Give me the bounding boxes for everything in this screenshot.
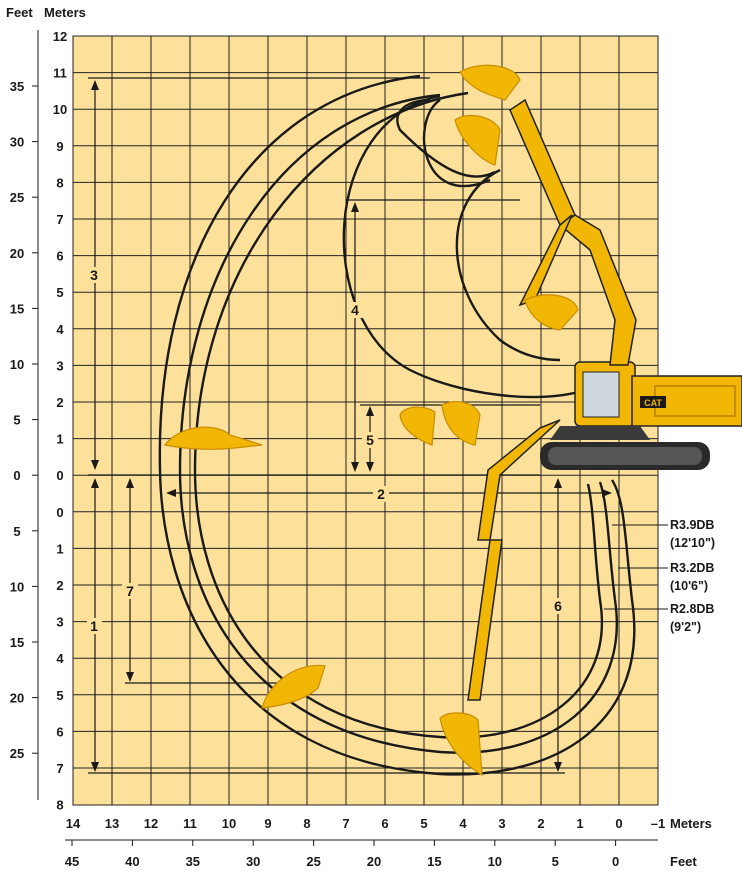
bottom-axis-meters-tick-label: 4	[459, 816, 467, 831]
left-axis-feet-tick-label: 5	[13, 524, 20, 539]
bottom-axis-meters-tick-label: 10	[222, 816, 236, 831]
excavator-boom-icon	[467, 98, 637, 701]
callout-1: 1	[90, 618, 98, 634]
bottom-meters-unit: Meters	[670, 816, 712, 831]
bottom-axis-meters-tick-label: 5	[420, 816, 427, 831]
boom-label-r39db: R3.9DB	[670, 518, 714, 532]
callout-5: 5	[366, 432, 374, 448]
boom-length-r39db: (12'10")	[670, 536, 715, 550]
bottom-feet-unit: Feet	[670, 854, 697, 869]
bottom-axis-feet-tick-label: 40	[125, 854, 139, 869]
left-axis-feet-tick-label: 20	[10, 246, 24, 261]
left-axis-feet-tick-label: 30	[10, 135, 24, 150]
bottom-axis-meters-tick-label: 8	[303, 816, 310, 831]
left-axis-meters-tick-label: 1	[56, 432, 63, 447]
left-axis-meters-tick-label: 0	[56, 505, 63, 520]
dump-height-curve	[342, 94, 586, 399]
boom-label-r32db: R3.2DB	[670, 561, 714, 575]
cat-logo-icon	[640, 396, 666, 408]
left-axis-meters-tick-label: 1	[56, 541, 63, 556]
bottom-axis-feet-tick-label: 5	[552, 854, 559, 869]
callout-6: 6	[554, 598, 562, 614]
left-axis-meters-tick-label: 3	[56, 615, 63, 630]
left-axis-meters-tick-label: 6	[56, 249, 63, 264]
callout-3: 3	[90, 267, 98, 283]
bottom-axis-meters-tick-label: 12	[144, 816, 158, 831]
bottom-axis-feet-tick-label: 0	[612, 854, 619, 869]
left-axis-feet-tick-label: 25	[10, 190, 24, 205]
callout-2: 2	[377, 486, 385, 502]
left-axis-meters-tick-label: 3	[56, 358, 63, 373]
bottom-axis-feet-tick-label: 15	[427, 854, 441, 869]
left-axis-meters-tick-label: 8	[56, 175, 63, 190]
boom-length-r32db: (10'6")	[670, 579, 708, 593]
bottom-axis-meters-tick-label: 1	[576, 816, 583, 831]
bottom-axis-feet-tick-label: 20	[367, 854, 381, 869]
bottom-axis-feet-tick-label: 35	[186, 854, 200, 869]
boom-length-r28db: (9'2")	[670, 620, 701, 634]
dimension-arrowheads	[91, 80, 612, 772]
left-axis-feet-tick-label: 15	[10, 301, 24, 316]
left-axis-meters-tick-label: 10	[53, 102, 67, 117]
left-axis-meters-tick-label: 7	[56, 212, 63, 227]
left-axis-meters-tick-label: 8	[56, 798, 63, 813]
left-axis-meters-tick-label: 11	[53, 66, 67, 81]
inner-loop-curve	[422, 99, 491, 188]
left-axis-meters-tick-label: 4	[56, 651, 64, 666]
left-axis-meters-tick-label: 12	[53, 29, 67, 44]
left-axis: 1211109876543210012345678353025201510505…	[10, 29, 67, 813]
left-axis-meters-tick-label: 6	[56, 724, 63, 739]
left-axis-feet-tick-label: 15	[10, 635, 24, 650]
left-axis-meters-tick-label: 4	[56, 322, 64, 337]
callout-4: 4	[351, 302, 359, 318]
callout-7: 7	[126, 583, 134, 599]
dump-height-inner-curve	[396, 98, 496, 178]
left-axis-feet-tick-label: 10	[10, 579, 24, 594]
bottom-axis-meters-tick-label: 3	[498, 816, 505, 831]
left-axis-meters-tick-label: 2	[56, 578, 63, 593]
left-axis-feet-tick-label: 10	[10, 357, 24, 372]
bottom-axis-meters-tick-label: 9	[264, 816, 271, 831]
bottom-axis-meters-tick-label: 0	[615, 816, 622, 831]
chart-background	[72, 35, 659, 806]
bottom-axis-meters-tick-label: 13	[105, 816, 119, 831]
left-axis-feet-tick-label: 25	[10, 746, 24, 761]
boom-label-r28db: R2.8DB	[670, 602, 714, 616]
bottom-axis-meters-tick-label: 7	[342, 816, 349, 831]
left-axis-meters-tick-label: 5	[56, 688, 63, 703]
feet-unit-header: Feet	[6, 5, 33, 20]
excavator-body-icon: CAT	[540, 361, 742, 470]
bottom-axis-meters-tick-label: –1	[651, 816, 665, 831]
left-axis-meters-tick-label: 5	[56, 285, 63, 300]
bottom-axis-feet-tick-label: 45	[65, 854, 79, 869]
bucket-icon	[163, 64, 579, 777]
bottom-axis-feet-tick-label: 25	[306, 854, 320, 869]
callouts: 1 2 3 4 5 6 7	[87, 267, 566, 634]
bottom-axis-meters-tick-label: 11	[183, 816, 197, 831]
bottom-axis-meters-tick-label: 14	[66, 816, 81, 831]
left-axis-meters-tick-label: 2	[56, 395, 63, 410]
bottom-axis-feet-tick-label: 10	[488, 854, 502, 869]
bottom-axis-feet-tick-label: 30	[246, 854, 260, 869]
left-axis-meters-tick-label: 0	[56, 468, 63, 483]
left-axis-feet-tick-label: 0	[13, 468, 20, 483]
left-axis-feet-tick-label: 35	[10, 79, 24, 94]
left-axis-feet-tick-label: 5	[13, 413, 20, 428]
svg-text:CAT: CAT	[644, 398, 662, 408]
left-axis-meters-tick-label: 9	[56, 139, 63, 154]
range-curve-r39db	[158, 74, 636, 776]
left-axis-feet-tick-label: 20	[10, 691, 24, 706]
bottom-axis-meters-tick-label: 6	[381, 816, 388, 831]
bottom-axis-meters-tick-label: 2	[537, 816, 544, 831]
boom-labels: R3.9DB (12'10") R3.2DB (10'6") R2.8DB (9…	[604, 518, 715, 634]
left-axis-meters-tick-label: 7	[56, 761, 63, 776]
meters-unit-header: Meters	[44, 5, 86, 20]
dimension-lines	[88, 77, 610, 774]
